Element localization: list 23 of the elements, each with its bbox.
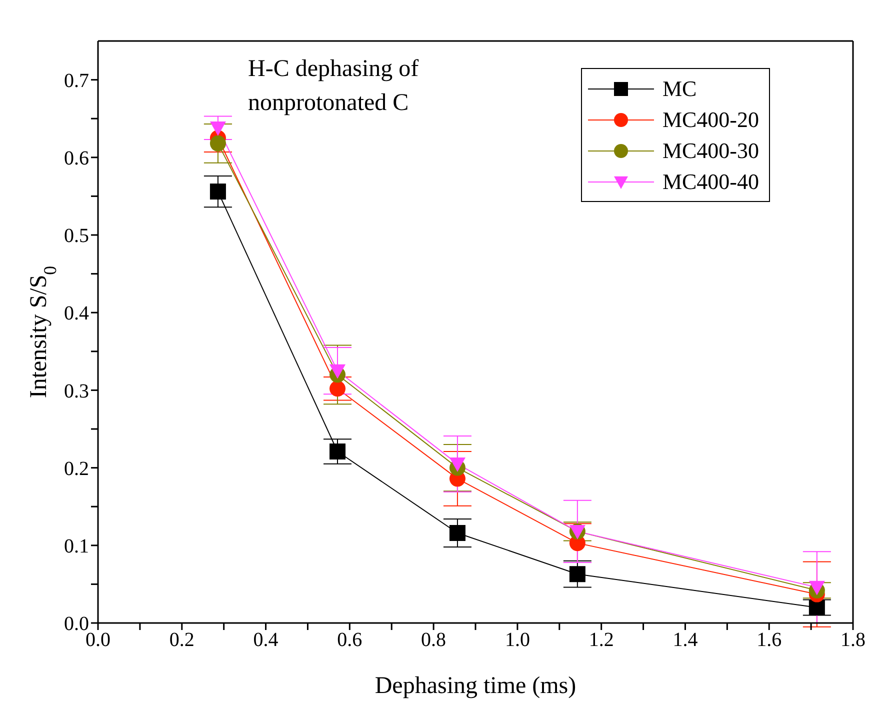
x-tick-label: 0.2 — [169, 629, 194, 652]
y-tick-label: 0.7 — [64, 70, 89, 92]
x-tick-label: 1.2 — [588, 629, 614, 652]
x-tick-label: 0.8 — [421, 629, 446, 652]
y-tick-label: 0.3 — [64, 380, 89, 402]
y-tick-label: 0.5 — [64, 225, 89, 248]
x-tick-label: 1.8 — [840, 629, 866, 652]
y-tick-label: 0.6 — [64, 148, 89, 170]
y-tick-label: 0.2 — [64, 458, 89, 480]
legend-label: MC400-20 — [662, 106, 759, 132]
x-tick-label: 1.0 — [504, 629, 530, 652]
legend-label: MC400-30 — [662, 138, 759, 164]
x-tick-label: 0.6 — [337, 629, 362, 652]
y-tick-label: 0.4 — [64, 302, 89, 325]
legend-label: MC400-40 — [662, 168, 759, 194]
x-tick-label: 1.4 — [672, 629, 698, 652]
text: H-C dephasing of nonprotonated C — [248, 56, 419, 116]
x-tick-label: 1.6 — [756, 629, 782, 652]
x-tick-label: 0.0 — [86, 629, 110, 652]
x-axis-title: Dephasing time (ms) — [374, 673, 576, 699]
legend-label: MC — [662, 76, 697, 102]
x-tick-label: 0.4 — [253, 629, 278, 652]
y-tick-label: 0.1 — [64, 536, 89, 558]
